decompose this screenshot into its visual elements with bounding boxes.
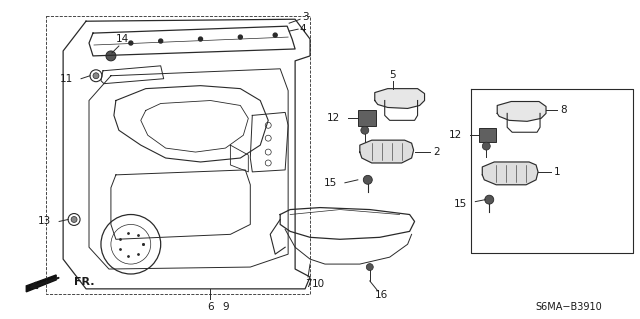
- Text: 2: 2: [433, 147, 440, 157]
- Circle shape: [366, 263, 373, 271]
- Circle shape: [483, 142, 490, 150]
- Text: 10: 10: [312, 279, 324, 289]
- Circle shape: [93, 73, 99, 79]
- Text: 1: 1: [554, 167, 561, 177]
- Circle shape: [273, 33, 277, 37]
- Circle shape: [71, 217, 77, 222]
- Circle shape: [238, 35, 243, 39]
- Bar: [358, 110, 376, 126]
- Text: 16: 16: [375, 290, 388, 300]
- Text: 9: 9: [222, 302, 228, 312]
- Polygon shape: [497, 101, 546, 121]
- Text: 14: 14: [116, 34, 129, 44]
- Polygon shape: [375, 89, 424, 108]
- Text: S6MA−B3910: S6MA−B3910: [536, 302, 602, 312]
- Text: 6: 6: [207, 302, 214, 312]
- Text: 5: 5: [389, 70, 396, 80]
- Circle shape: [129, 41, 133, 45]
- Text: FR.: FR.: [74, 277, 95, 287]
- Text: 12: 12: [449, 130, 462, 140]
- Circle shape: [484, 195, 493, 204]
- Text: 4: 4: [300, 24, 307, 34]
- Polygon shape: [360, 140, 413, 163]
- Text: 7: 7: [305, 279, 312, 289]
- Circle shape: [364, 175, 372, 184]
- Bar: [479, 128, 496, 142]
- Text: 3: 3: [301, 12, 308, 22]
- Text: 11: 11: [60, 74, 73, 84]
- Text: 12: 12: [326, 113, 340, 123]
- Circle shape: [159, 39, 163, 43]
- Circle shape: [361, 126, 369, 134]
- Polygon shape: [483, 162, 538, 185]
- Polygon shape: [26, 275, 56, 292]
- Circle shape: [198, 37, 202, 41]
- Circle shape: [106, 51, 116, 61]
- Text: 15: 15: [454, 199, 467, 209]
- Text: 15: 15: [324, 178, 337, 188]
- Text: 8: 8: [560, 106, 566, 115]
- Text: 13: 13: [38, 217, 51, 226]
